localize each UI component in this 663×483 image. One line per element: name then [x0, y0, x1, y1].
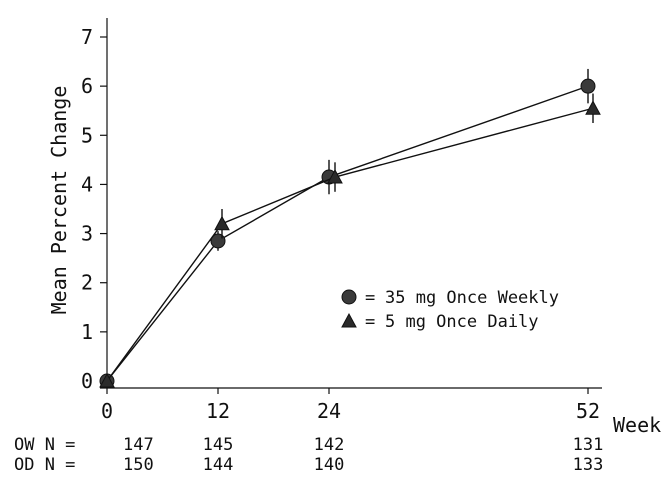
y-ticks: 0 1 2 3 4 5 6 7 — [81, 25, 107, 393]
n-value: 145 — [203, 435, 234, 455]
triangle-marker — [585, 100, 601, 115]
legend-label: 35 mg Once Weekly — [385, 288, 559, 308]
n-value: 147 — [123, 435, 154, 455]
x-tick-label: 12 — [206, 399, 230, 423]
n-value: 131 — [573, 435, 604, 455]
circle-marker — [580, 78, 596, 94]
x-tick-label: 0 — [101, 399, 113, 423]
n-value: 140 — [314, 455, 345, 475]
axes — [100, 18, 602, 389]
legend-equals: = — [365, 288, 375, 308]
n-row-label: OW N = — [14, 435, 75, 455]
n-row-label: OD N = — [14, 455, 75, 475]
legend: = 35 mg Once Weekly = 5 mg Once Daily — [341, 288, 559, 332]
n-value: 144 — [203, 455, 234, 475]
y-tick-label: 5 — [81, 123, 93, 147]
legend-equals: = — [365, 312, 375, 332]
x-ticks: 0 12 24 52 — [101, 388, 600, 423]
x-tick-label: 52 — [576, 399, 600, 423]
n-value: 142 — [314, 435, 345, 455]
x-tick-label: 24 — [317, 399, 341, 423]
series-layer — [99, 68, 601, 389]
n-value: 133 — [573, 455, 604, 475]
x-axis-title: Week — [613, 413, 661, 437]
y-axis-title: Mean Percent Change — [47, 86, 71, 315]
y-tick-label: 0 — [81, 369, 93, 393]
y-tick-label: 7 — [81, 25, 93, 49]
series-line-1 — [106, 85, 589, 382]
triangle-marker — [327, 169, 343, 184]
n-table: OW N = 147 145 142 131 OD N = 150 144 140 133 — [14, 435, 603, 475]
triangle-marker — [214, 215, 230, 231]
y-tick-label: 2 — [81, 271, 93, 295]
series-line-2 — [106, 107, 594, 382]
n-value: 150 — [123, 455, 154, 475]
legend-label: 5 mg Once Daily — [385, 312, 539, 332]
y-tick-label: 3 — [81, 222, 93, 246]
legend-circle-icon — [341, 289, 357, 305]
legend-triangle-icon — [341, 312, 357, 328]
y-tick-label: 6 — [81, 74, 93, 98]
triangle-marker — [99, 372, 115, 388]
y-tick-label: 1 — [81, 320, 93, 344]
y-tick-label: 4 — [81, 172, 93, 196]
